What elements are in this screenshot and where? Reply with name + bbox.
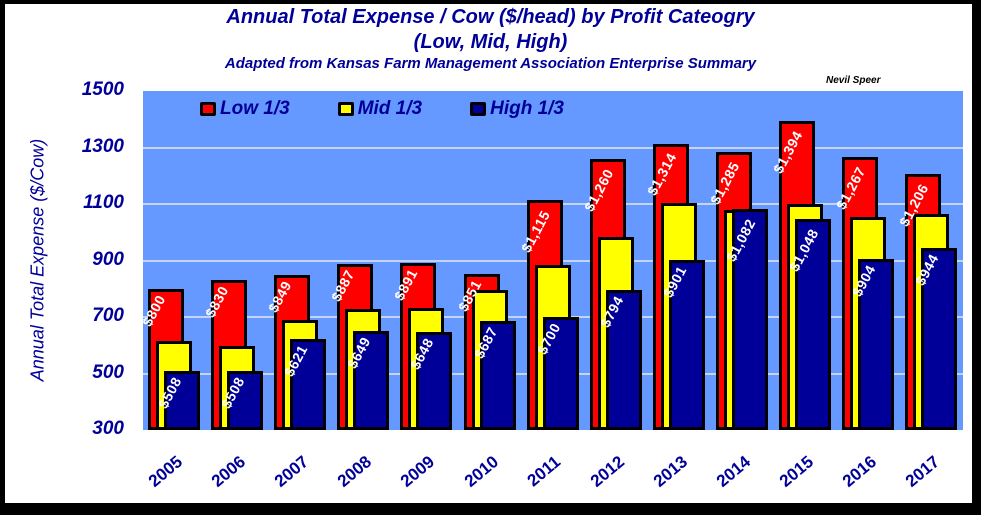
y-tick-label: 300 bbox=[92, 418, 124, 439]
chart-source: Adapted from Kansas Farm Management Asso… bbox=[224, 55, 757, 72]
bar-high-2013 bbox=[668, 260, 705, 430]
y-tick-label: 700 bbox=[92, 305, 124, 326]
legend: Low 1/3 Mid 1/3 High 1/3 bbox=[200, 98, 564, 120]
bar-high-2008 bbox=[353, 331, 390, 430]
plot-area: $800 $508 $830 $508 $849 $621 $887 $649 $891 $648… bbox=[139, 91, 963, 430]
bar-high-2007 bbox=[290, 339, 327, 430]
y-tick-label: 900 bbox=[92, 248, 124, 270]
legend-swatch-red-icon bbox=[200, 102, 216, 116]
y-tick-label: 500 bbox=[92, 361, 124, 383]
author-credit: Nevil Speer bbox=[826, 75, 881, 86]
chart-title: Annual Total Expense / Cow ($/head) by P… bbox=[226, 6, 755, 28]
chart-subtitle: (Low, Mid, High) bbox=[413, 31, 568, 53]
gridline bbox=[143, 146, 963, 149]
y-tick-label: 1100 bbox=[83, 192, 124, 213]
bar-high-2009 bbox=[416, 331, 453, 430]
bar-high-2011 bbox=[542, 317, 579, 430]
legend-label-mid: Mid 1/3 bbox=[357, 98, 423, 119]
y-tick-label: 1500 bbox=[81, 79, 124, 100]
bar-high-2014 bbox=[731, 209, 768, 430]
y-tick-label: 1300 bbox=[81, 135, 124, 157]
bottom-border bbox=[0, 505, 981, 515]
legend-swatch-navy-icon bbox=[470, 102, 487, 116]
legend-label-low: Low 1/3 bbox=[220, 98, 290, 119]
legend-item-high: High 1/3 bbox=[470, 98, 564, 120]
bar-high-2017 bbox=[921, 248, 958, 430]
bar-high-2006 bbox=[227, 371, 264, 430]
bar-high-2016 bbox=[858, 259, 895, 430]
bar-high-2010 bbox=[479, 320, 516, 430]
bar-high-2015 bbox=[795, 218, 831, 430]
bar-high-2012 bbox=[605, 290, 642, 430]
y-axis-label: Annual Total Expense ($/Cow) bbox=[27, 138, 48, 382]
legend-item-low: Low 1/3 bbox=[200, 98, 290, 120]
legend-item-mid: Mid 1/3 bbox=[337, 98, 423, 120]
legend-label-high: High 1/3 bbox=[490, 98, 564, 119]
legend-swatch-yellow-icon bbox=[337, 102, 354, 116]
bar-high-2005 bbox=[164, 371, 200, 430]
